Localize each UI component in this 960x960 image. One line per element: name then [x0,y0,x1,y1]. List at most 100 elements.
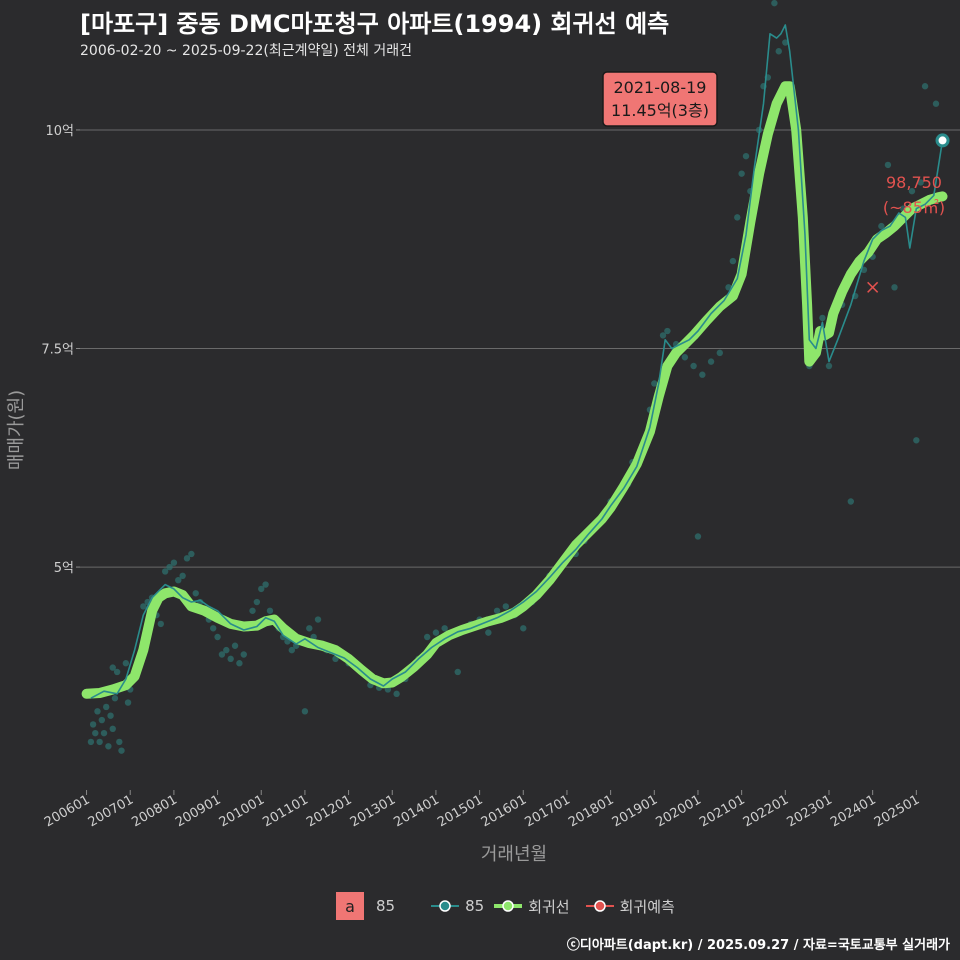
scatter-point-40 [227,655,234,663]
scatter-point-11 [111,695,119,702]
scatter-point-4 [96,738,103,746]
x-tick-label-7: 201301 [348,792,398,830]
scatter-point-38 [218,651,226,658]
scatter-point-131 [884,161,892,169]
x-tick-label-3: 200901 [173,792,223,830]
x-tick-label-2: 200801 [129,792,179,830]
scatter-point-123 [825,362,833,370]
x-tick-label-0: 200601 [42,792,92,830]
scatter-point-32 [192,590,199,597]
scatter-point-96 [651,380,658,387]
special-marks [867,133,950,293]
scatter-point-45 [249,607,256,614]
x-tick-label-15: 202101 [697,792,747,830]
scatter-point-103 [699,371,706,378]
scatter-point-2 [92,729,99,737]
scatter-point-110 [742,152,750,160]
x-tick-label-12: 201801 [566,792,616,830]
scatter-point-5 [98,716,106,724]
chart-subtitle: 2006-02-20 ~ 2025-09-22(최근계약일) 전체 거래건 [80,43,412,59]
x-tick-label-19: 202501 [872,792,922,830]
scatter-point-19 [109,664,116,671]
scatter-point-108 [734,214,741,221]
x-tick-label-8: 201401 [391,792,441,830]
scatter-point-49 [266,607,274,614]
scatter-point-138 [932,100,940,107]
x-tick-label-11: 201701 [522,792,572,830]
scatter-point-130 [878,222,885,230]
legend-prediction-label: 회귀예측 [619,897,675,916]
scatter-point-116 [775,48,782,55]
x-tick-label-10: 201601 [479,792,529,830]
scatter-point-16 [122,660,130,667]
scatter-point-102 [694,533,702,540]
last-point-marker [935,133,950,148]
max-annotation-date: 2021-08-19 [614,78,707,97]
x-tick-labels: 2006012007012008012009012010012011012012… [42,790,922,830]
scatter-point-109 [738,170,745,177]
scatter-point-13 [116,738,123,746]
x-tick-label-17: 202301 [784,792,834,830]
scatter-point-115 [771,0,778,7]
legend-prediction-icon [585,892,614,920]
scatter-point-72 [441,625,448,632]
scatter-point-77 [493,607,501,614]
scatter-point-10 [109,725,116,733]
x-tick-label-1: 200701 [86,792,136,830]
scatter-point-47 [258,585,265,593]
x-tick-label-5: 201101 [260,792,310,830]
scatter-point-46 [253,598,261,606]
scatter-point-67 [393,690,400,698]
scatter-point-42 [236,660,243,667]
x-tick-label-9: 201501 [435,792,485,830]
scatter-point-48 [262,581,269,588]
legend: a 85 85 회귀선 회귀예측 [336,892,675,920]
x-tick-label-13: 201901 [610,792,660,830]
scatter-point-126 [847,498,855,505]
scatter-point-80 [520,625,527,632]
x-axis-label: 거래년월 [481,844,547,865]
scatter-point-136 [917,179,924,186]
scatter-point-17 [124,699,132,706]
scatter-point-31 [188,550,195,558]
scatter-point-104 [707,358,715,365]
legend-trend-label: 회귀선 [528,897,570,916]
max-annotation-box [602,71,718,127]
scatter-point-1 [89,721,97,728]
scatter-point-30 [183,555,191,562]
chart-title: [마포구] 중동 DMC마포청구 아파트(1994) 회귀선 예측 [80,10,670,38]
scatter-point-57 [306,625,313,632]
scatter-point-59 [314,616,322,623]
scatter-point-0 [87,738,95,746]
x-tick-label-6: 201201 [304,792,354,830]
x-tick-label-14: 202001 [653,792,703,830]
prediction-mark-b [867,281,879,293]
scatter-point-73 [454,668,461,676]
x-tick-label-18: 202401 [828,792,878,830]
legend-series85-icon [431,892,460,920]
max-annotation-text: 11.45억(3층) [611,101,709,120]
x-tick-label-16: 202201 [741,792,791,830]
scatter-point-14 [118,747,125,754]
scatter-point-76 [485,629,492,636]
scatter-point-117 [782,39,789,46]
scatter-point-132 [891,284,898,291]
scatter-point-43 [240,651,247,658]
series-line-trend [81,81,948,699]
legend-trend-icon [494,892,523,920]
scatter-point-54 [288,646,296,654]
scatter-point-26 [166,563,173,571]
scatter-point-36 [210,625,217,632]
last-value-label: 98,750 [886,173,942,192]
y-tick-label-1: 7.5억 [41,343,74,358]
scatter-point-134 [908,187,916,195]
scatter-point-39 [223,646,230,654]
scatter-point-61 [332,655,339,663]
y-axis-label: 매매가(원) [6,390,27,470]
legend-series85-label: 85 [465,897,485,915]
scatter-point-41 [231,642,239,649]
scatter-point-8 [105,743,112,750]
max-annotation: 2021-08-19 11.45억(3층) [602,71,718,127]
grid-lines [80,129,960,568]
